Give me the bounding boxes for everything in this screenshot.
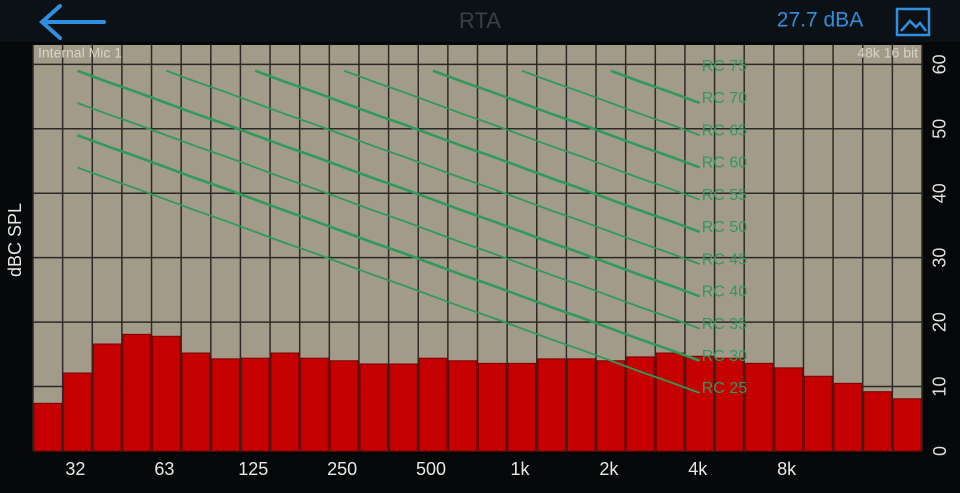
x-tick-label: 8k	[777, 459, 797, 479]
rc-curve	[76, 134, 701, 362]
y-tick-label: 0	[930, 446, 950, 456]
bar	[715, 357, 744, 452]
rc-curve-label: RC 60	[702, 155, 747, 172]
y-tick-label: 40	[930, 183, 950, 203]
bar	[892, 398, 922, 452]
bar	[448, 360, 478, 452]
bar	[833, 382, 863, 452]
bar	[92, 343, 122, 452]
image-button[interactable]	[895, 7, 931, 37]
rc-curve-label: RC 55	[702, 187, 747, 204]
y-tick-label: 30	[930, 248, 950, 268]
rc-curve	[432, 69, 701, 169]
y-tick-label: 60	[930, 54, 950, 74]
rc-curve-label: RC 40	[702, 284, 747, 301]
rc-curve	[76, 69, 701, 298]
plot: 0 10 20 30 40 50 60 32 63 125 250 500 1k 2k 4k 8k RC 25 R…	[32, 45, 950, 479]
bar	[596, 360, 626, 452]
bar	[211, 358, 240, 452]
x-tick-label: 125	[238, 459, 268, 479]
x-tick-label: 250	[327, 459, 357, 479]
bar	[152, 335, 181, 452]
rc-curve-label: RC 65	[702, 122, 747, 139]
top-bar	[0, 0, 960, 42]
bar	[507, 362, 537, 452]
bar	[63, 372, 92, 452]
rc-curve-label: RC 70	[702, 90, 747, 107]
bar	[774, 367, 803, 452]
format-label: 48k 16 bit	[857, 45, 918, 61]
rc-curve-label: RC 75	[702, 58, 747, 75]
x-tick-label: 1k	[510, 459, 530, 479]
image-icon-mountain	[900, 19, 927, 32]
bar	[418, 357, 448, 452]
bar	[359, 363, 389, 452]
back-arrow	[38, 4, 106, 40]
rc-curve-label: RC 45	[702, 251, 747, 268]
level-readout[interactable]: 27.7 dBA	[777, 9, 863, 32]
bar	[537, 358, 566, 452]
bar	[33, 402, 63, 452]
bar	[240, 357, 270, 452]
y-tick-label: 50	[930, 119, 950, 139]
y-axis-label: dBC SPL	[5, 203, 25, 277]
x-tick-label: 32	[65, 459, 85, 479]
x-tick-label: 500	[416, 459, 446, 479]
bar	[655, 352, 685, 452]
rc-curve	[254, 69, 701, 234]
bar	[329, 360, 359, 452]
rc-curve	[77, 166, 701, 394]
bar	[122, 333, 152, 452]
rc-curve-label: RC 35	[702, 316, 747, 333]
rc-curve	[77, 102, 701, 330]
x-tick-label: 63	[154, 459, 174, 479]
x-tick-label: 4k	[688, 459, 708, 479]
bar	[803, 375, 833, 452]
rc-curve	[166, 69, 701, 265]
rc-curve	[521, 69, 701, 137]
bar	[389, 363, 418, 452]
rc-curve-label: RC 30	[702, 348, 747, 365]
image-icon-frame	[895, 7, 931, 37]
y-tick-label: 10	[930, 377, 950, 397]
bar	[863, 391, 892, 452]
input-label: Internal Mic 1	[38, 45, 122, 61]
bar	[478, 362, 507, 452]
bar	[181, 352, 211, 452]
bar	[566, 358, 596, 452]
bar	[300, 357, 329, 452]
rc-curve	[343, 69, 701, 201]
bar	[685, 355, 715, 452]
rc-curve-label: RC 25	[702, 380, 747, 397]
bar	[270, 352, 300, 452]
screen-title: RTA	[459, 8, 501, 33]
bar	[744, 362, 774, 452]
y-tick-label: 20	[930, 312, 950, 332]
back-button[interactable]	[38, 4, 106, 40]
rc-curve-label: RC 50	[702, 219, 747, 236]
x-tick-label: 2k	[599, 459, 619, 479]
rc-curve	[610, 69, 701, 105]
